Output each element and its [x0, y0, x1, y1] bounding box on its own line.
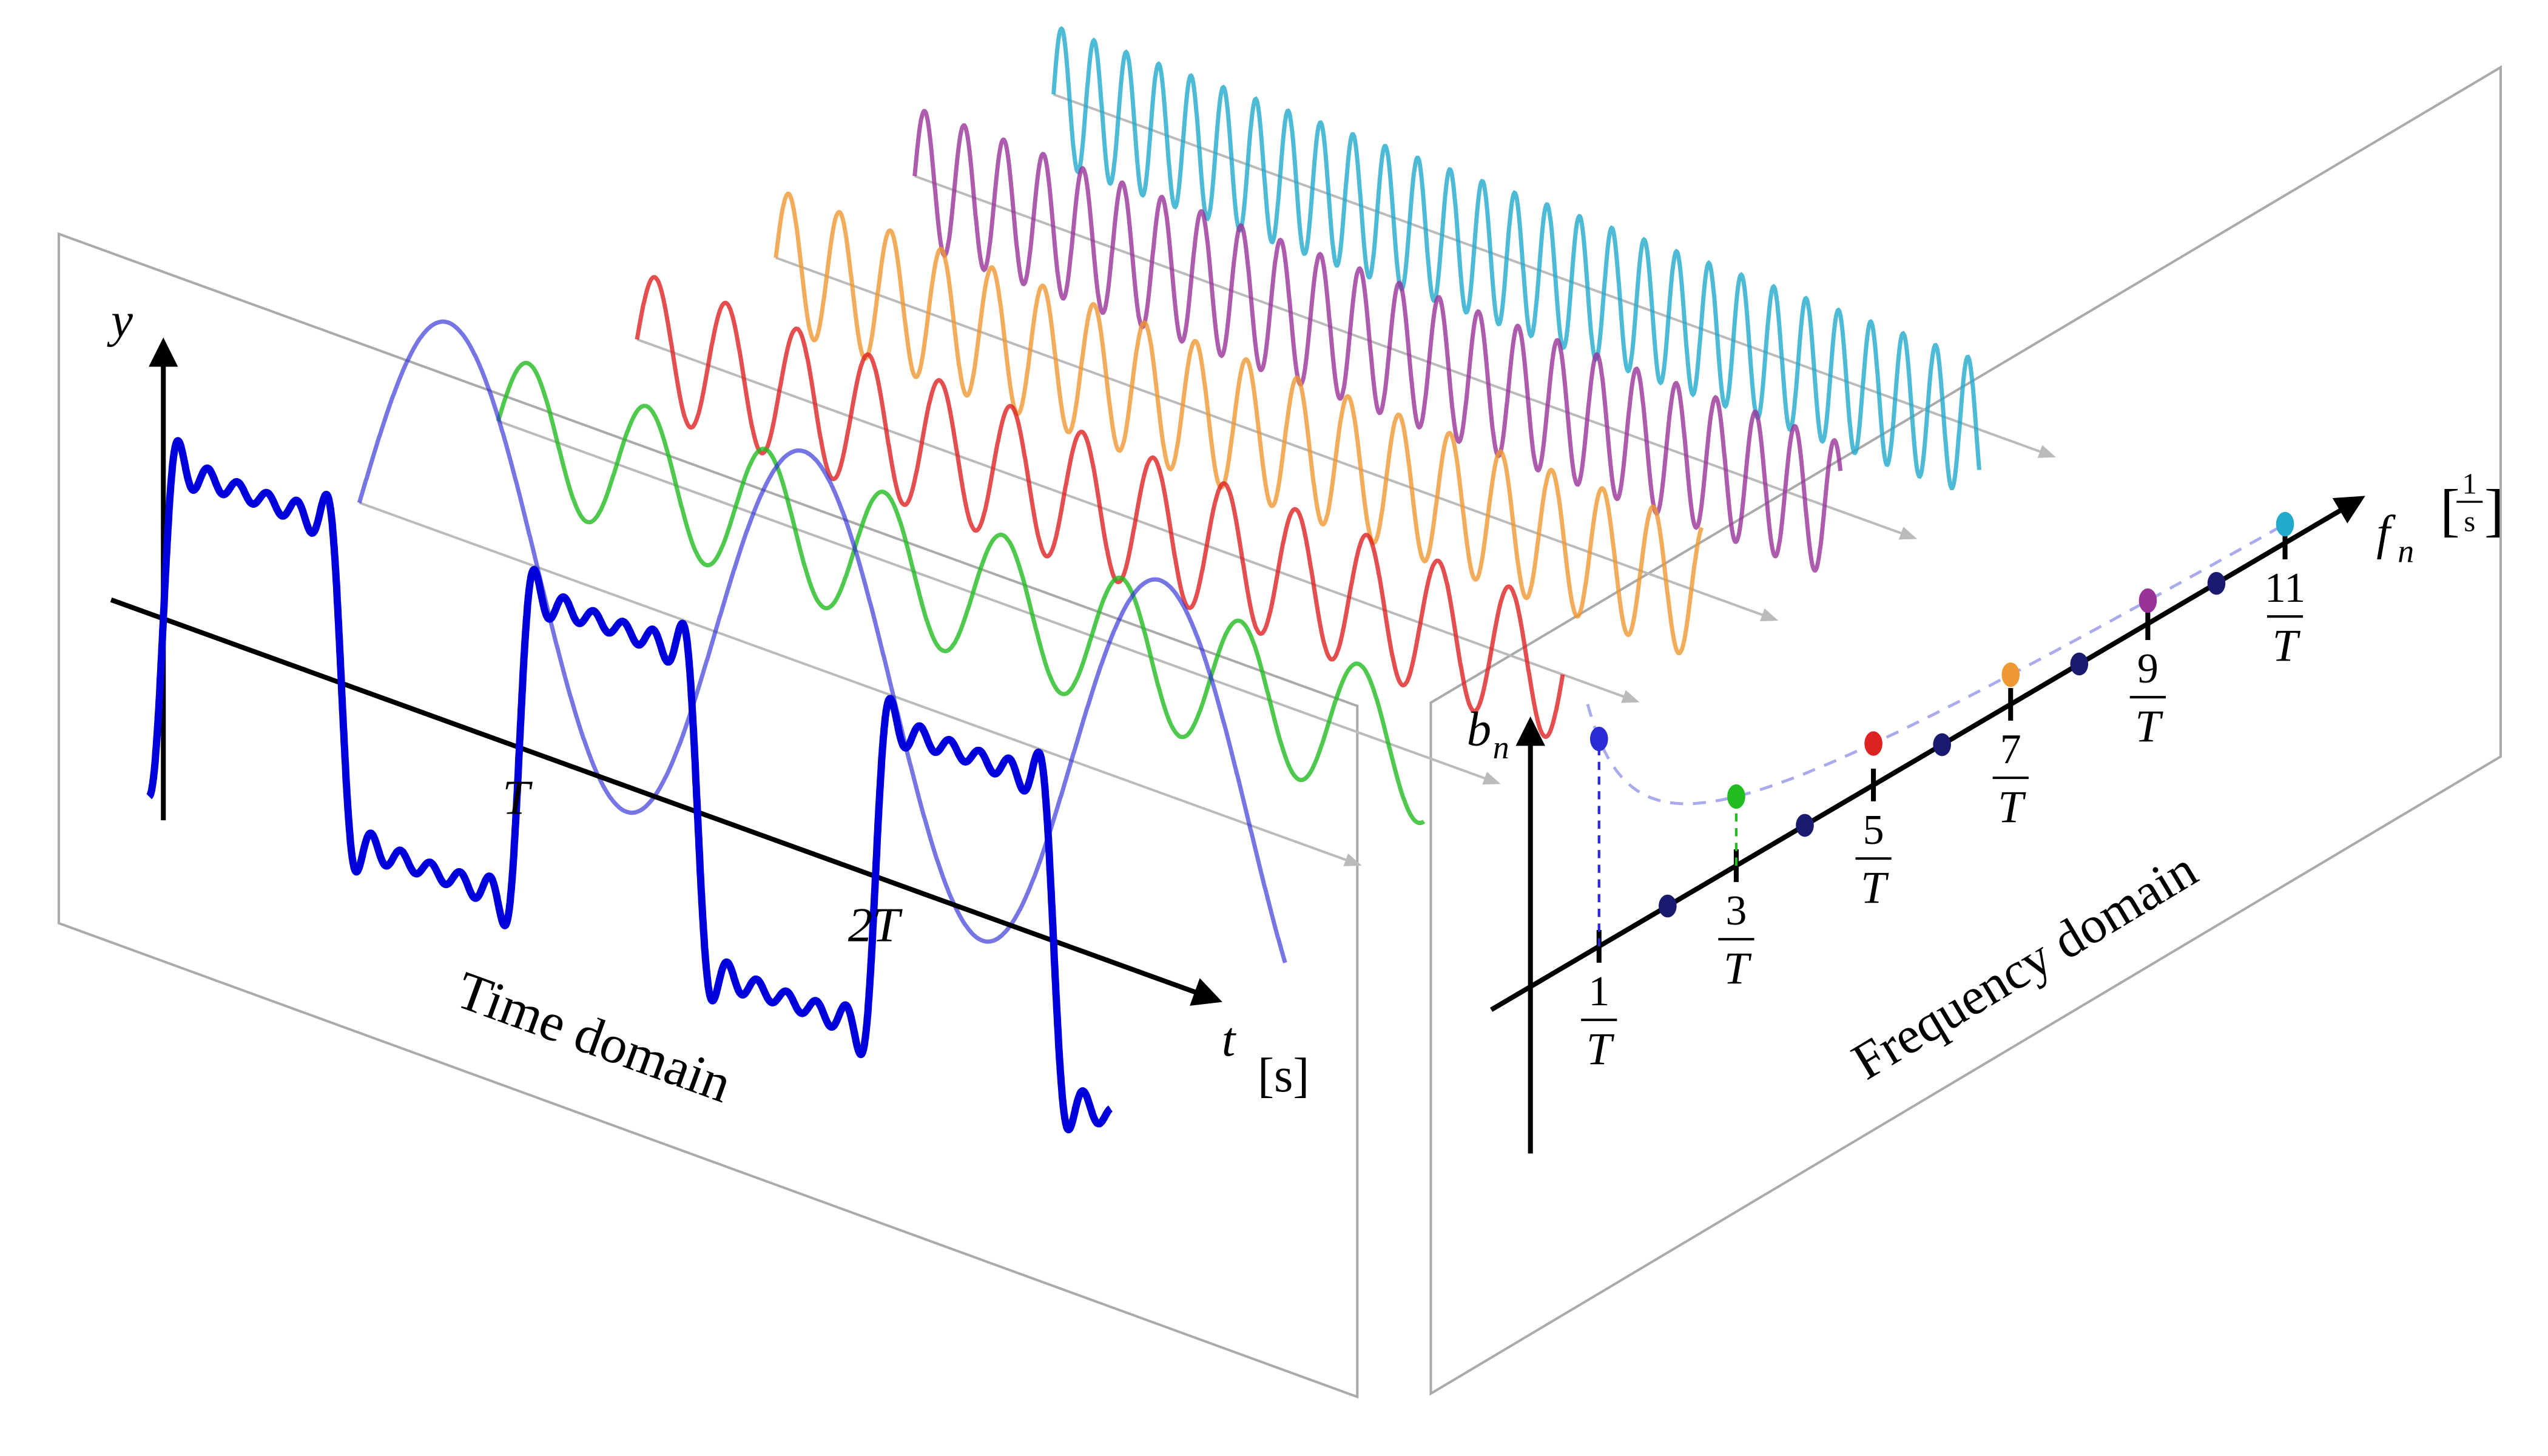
tick-denominator: T [1586, 1024, 1615, 1074]
even-dot [2207, 571, 2226, 595]
tick-denominator: T [1861, 863, 1889, 913]
tick-numerator: 5 [1863, 807, 1884, 854]
harmonic-wave [1051, 26, 1982, 491]
y-label: y [107, 294, 133, 348]
tick-numerator: 3 [1725, 888, 1747, 934]
f-unit-bracket: [ [2440, 477, 2459, 542]
time-axis [110, 597, 1222, 1006]
f-unit-num: 1 [2462, 468, 2477, 500]
coefficient-dot [2276, 511, 2294, 537]
f-unit-den: s [2464, 506, 2475, 538]
tick-numerator: 1 [1588, 968, 1609, 1015]
harmonic-waves [357, 26, 2057, 963]
tick-numerator: 11 [2265, 565, 2305, 612]
tick-numerator: 7 [2000, 726, 2021, 773]
harmonic-wave [912, 109, 1843, 573]
tick-denominator: T [1724, 943, 1752, 994]
f-unit-bracket: ] [2484, 477, 2504, 542]
frequency-panel [1429, 65, 2502, 1396]
even-dot [1796, 814, 1814, 837]
time-tick: 2T [848, 898, 903, 952]
f-label-sub: n [2398, 533, 2414, 570]
tick-denominator: T [2135, 701, 2163, 752]
tick-denominator: T [1998, 782, 2026, 832]
time-tick: T [502, 770, 533, 824]
coefficient-dot [1864, 731, 1882, 756]
harmonic-wave [635, 275, 1565, 740]
coefficient-dot [1727, 784, 1745, 809]
time-panel [57, 232, 1359, 1399]
harmonic-axis [775, 256, 1779, 622]
harmonic-axis [359, 501, 1362, 866]
square-wave [146, 437, 1114, 1134]
tick-denominator: T [2273, 621, 2301, 671]
even-dot [1933, 733, 1951, 757]
coefficient-dot [1589, 726, 1608, 752]
b-label-sub: n [1493, 729, 1509, 766]
t-unit: [s] [1258, 1048, 1309, 1102]
t-label: t [1222, 1013, 1237, 1067]
harmonic-wave [496, 360, 1426, 826]
b-label: b [1467, 702, 1491, 756]
envelope [1586, 518, 2294, 806]
main-graphics: 1 T 3 T 5 T 7 T 9 T 11 T [110, 337, 2365, 1154]
time-title: Time domain [449, 960, 739, 1114]
tick-numerator: 9 [2137, 645, 2159, 692]
even-dot [2070, 652, 2089, 676]
harmonic-wave [774, 191, 1704, 656]
f-label: f [2376, 506, 2396, 560]
coefficient-dot [2138, 588, 2157, 613]
coefficient-dot [2001, 662, 2020, 687]
harmonic-wave [357, 319, 1287, 963]
frequency-axis [1490, 496, 2365, 1012]
even-dot [1659, 894, 1677, 918]
